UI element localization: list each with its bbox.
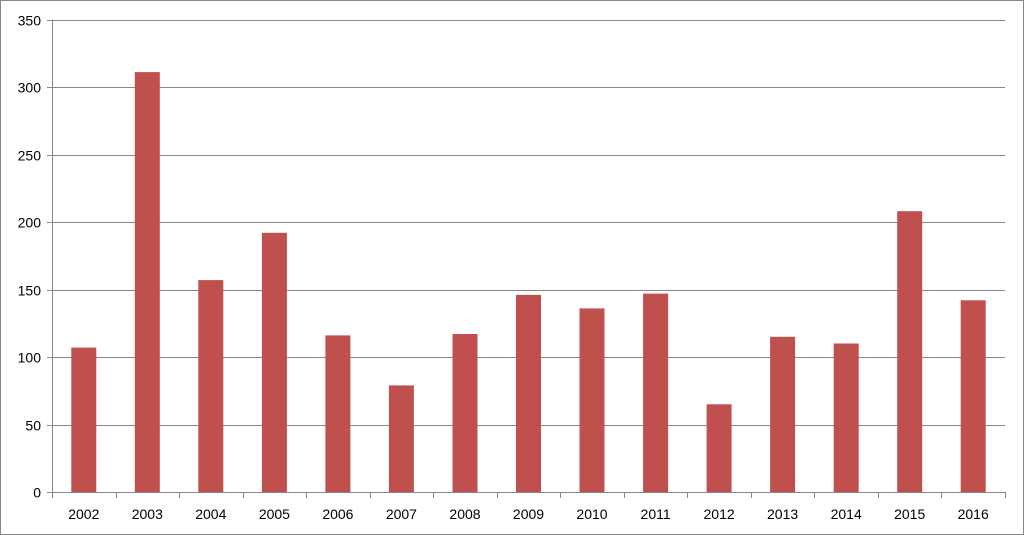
x-tick-label: 2006 <box>322 506 353 522</box>
bar-2007 <box>388 385 414 492</box>
x-tick-label: 2007 <box>386 506 417 522</box>
bar-2016 <box>960 300 986 492</box>
x-tick-labels: 2002 2003 2004 2005 2006 2007 2008 2009 2010 2011… <box>68 506 989 522</box>
x-tick-label: 2008 <box>449 506 480 522</box>
x-tick-label: 2002 <box>68 506 99 522</box>
x-tick-label: 2016 <box>958 506 989 522</box>
y-tick-label: 150 <box>18 283 42 299</box>
y-tick-label: 200 <box>18 215 42 231</box>
x-tick-label: 2015 <box>894 506 925 522</box>
y-tick-label: 100 <box>18 350 42 366</box>
bar-2015 <box>897 211 923 492</box>
x-tick-label: 2011 <box>641 506 671 522</box>
bar-2002 <box>71 347 97 492</box>
y-tick-label: 300 <box>18 80 42 96</box>
x-tick-label: 2010 <box>576 506 607 522</box>
x-tick-label: 2013 <box>767 506 798 522</box>
y-tick-label: 350 <box>18 13 42 29</box>
bar-2011 <box>643 293 669 492</box>
y-tick-label: 50 <box>25 418 41 434</box>
bar-2014 <box>833 343 859 492</box>
bar-2006 <box>325 335 351 492</box>
x-tick-label: 2009 <box>513 506 544 522</box>
x-tick-label: 2004 <box>195 506 226 522</box>
y-tick-label: 0 <box>33 485 41 501</box>
bar-2003 <box>134 72 160 492</box>
bar-2005 <box>261 232 287 493</box>
x-tick-label: 2012 <box>704 506 735 522</box>
y-tick-labels: 0 50 100 150 200 250 300 350 <box>18 13 42 501</box>
bar-2010 <box>579 308 605 492</box>
y-tick-label: 250 <box>18 148 42 164</box>
bar-2012 <box>706 404 732 493</box>
bar-2008 <box>452 334 478 492</box>
axes <box>47 19 1006 498</box>
x-tick-label: 2014 <box>831 506 862 522</box>
x-tick-label: 2003 <box>132 506 163 522</box>
bars <box>71 72 986 493</box>
bar-2013 <box>770 336 796 493</box>
bar-2009 <box>516 294 541 492</box>
x-tick-label: 2005 <box>259 506 290 522</box>
bar-2004 <box>198 280 224 492</box>
